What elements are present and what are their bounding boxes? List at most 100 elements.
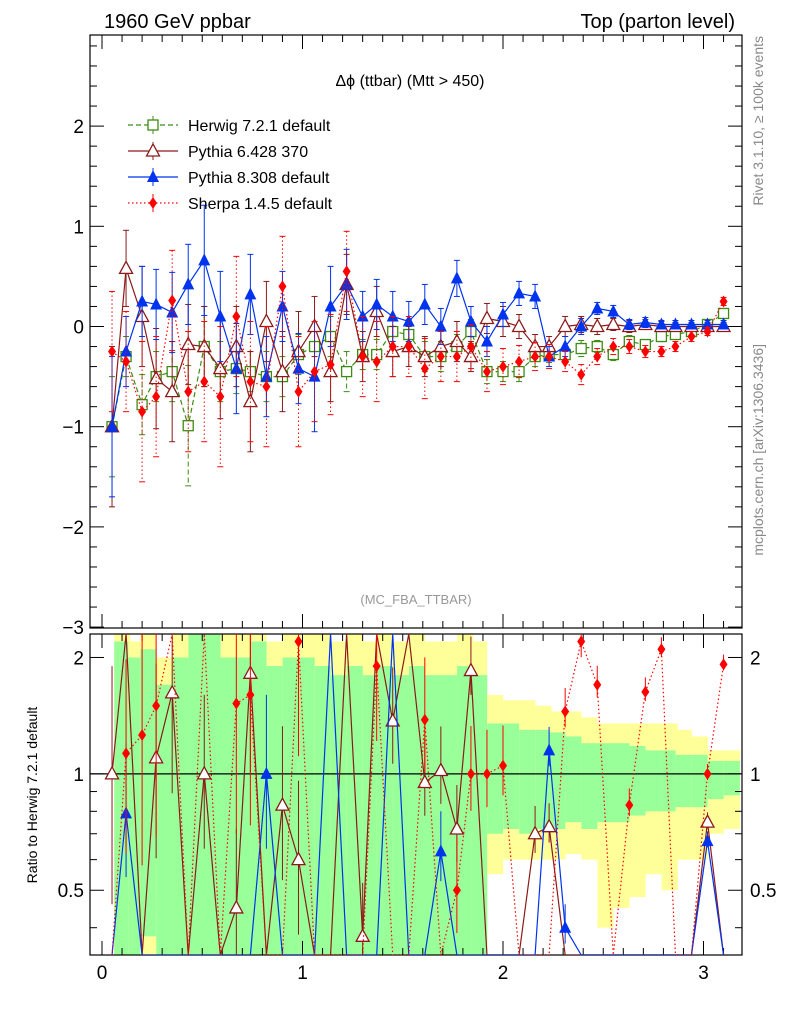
data-point	[404, 340, 413, 353]
band-green	[266, 666, 283, 955]
data-point	[242, 393, 258, 408]
band-green	[723, 760, 740, 796]
band-green	[140, 649, 157, 937]
data-point	[482, 365, 491, 378]
data-point	[278, 280, 287, 293]
data-point	[513, 365, 525, 378]
ratio-point	[559, 920, 572, 933]
main-plot-panel: 2 1 0 −1 −2 −3	[62, 34, 743, 639]
data-point	[386, 309, 399, 322]
band-green	[457, 666, 474, 955]
ratio-point	[641, 685, 650, 698]
data-point	[340, 365, 353, 378]
series-line	[111, 271, 725, 413]
legend-marker	[147, 119, 159, 131]
band-green	[597, 743, 614, 823]
series-0	[106, 305, 730, 487]
ratio-point	[499, 759, 507, 772]
data-point	[575, 319, 588, 332]
ratio-point	[657, 643, 666, 656]
data-point	[388, 340, 397, 353]
ratio-point	[719, 658, 728, 671]
band-green	[346, 666, 363, 955]
x-tick-label: 0	[97, 963, 108, 984]
band-green	[487, 723, 504, 834]
legend-marker	[149, 197, 157, 209]
data-point	[294, 385, 303, 398]
ratio-point	[541, 818, 557, 833]
data-point	[609, 340, 618, 353]
data-point	[671, 340, 680, 353]
data-point	[641, 345, 650, 358]
data-point	[511, 318, 527, 333]
ratio-point	[703, 767, 712, 780]
data-point	[436, 350, 445, 363]
data-point	[342, 265, 351, 278]
data-point	[591, 301, 604, 314]
ratio-point	[625, 799, 634, 812]
data-point	[324, 299, 337, 312]
series-line	[111, 258, 724, 427]
data-point	[575, 342, 587, 355]
data-point	[274, 363, 291, 378]
band-green	[425, 675, 442, 955]
data-point	[244, 287, 257, 300]
band-green	[236, 657, 253, 955]
x-tick-label: 2	[498, 963, 509, 984]
data-point	[717, 307, 730, 320]
ratio-point	[434, 844, 447, 857]
ratio-point	[372, 660, 381, 673]
data-point	[639, 315, 652, 328]
data-point	[557, 318, 573, 333]
data-point	[150, 297, 163, 310]
data-point	[625, 340, 634, 353]
data-point	[687, 330, 696, 343]
band-green	[691, 754, 708, 808]
ratio-point	[274, 796, 291, 811]
ratio-series-0	[104, 634, 725, 955]
data-point	[152, 390, 161, 403]
ratio-y-tick-label: 2	[750, 648, 761, 669]
band-green	[408, 666, 426, 955]
ratio-point	[466, 767, 475, 780]
ratio-point	[577, 635, 586, 648]
data-point	[136, 294, 149, 307]
main-frame	[89, 34, 743, 629]
ratio-point	[122, 747, 131, 760]
ratio-point	[433, 762, 449, 777]
x-tick-label: 3	[698, 963, 709, 984]
plot-title: Δϕ (ttbar) (Mtt > 450)	[335, 73, 484, 90]
ratio-series-2	[111, 634, 728, 955]
data-point	[450, 271, 463, 284]
data-point	[216, 390, 225, 403]
data-point	[545, 350, 554, 363]
ratio-point	[463, 662, 479, 677]
data-point	[198, 253, 211, 266]
band-green	[613, 743, 630, 823]
header-left: 1960 GeV ppbar	[104, 11, 251, 33]
ratio-point	[104, 765, 120, 780]
data-point	[607, 304, 620, 317]
data-point	[230, 361, 243, 374]
ratio-point	[593, 678, 602, 691]
data-point	[108, 345, 117, 358]
band-green	[629, 746, 646, 816]
ratio-y-tick-label: 1	[750, 765, 761, 786]
data-point	[420, 362, 429, 375]
data-point	[703, 325, 712, 338]
data-point	[669, 317, 682, 330]
data-point	[418, 297, 431, 310]
data-point	[515, 355, 524, 368]
data-point	[452, 350, 461, 363]
band-green	[645, 750, 662, 812]
data-point	[479, 310, 495, 325]
data-point	[589, 318, 605, 333]
ratio-y-tick-label: 0.5	[58, 881, 84, 902]
data-point	[232, 310, 241, 323]
data-point	[719, 295, 728, 308]
data-point	[372, 355, 381, 368]
data-point	[466, 340, 475, 353]
data-point	[531, 350, 540, 363]
data-point	[122, 355, 131, 368]
data-point	[326, 358, 335, 371]
